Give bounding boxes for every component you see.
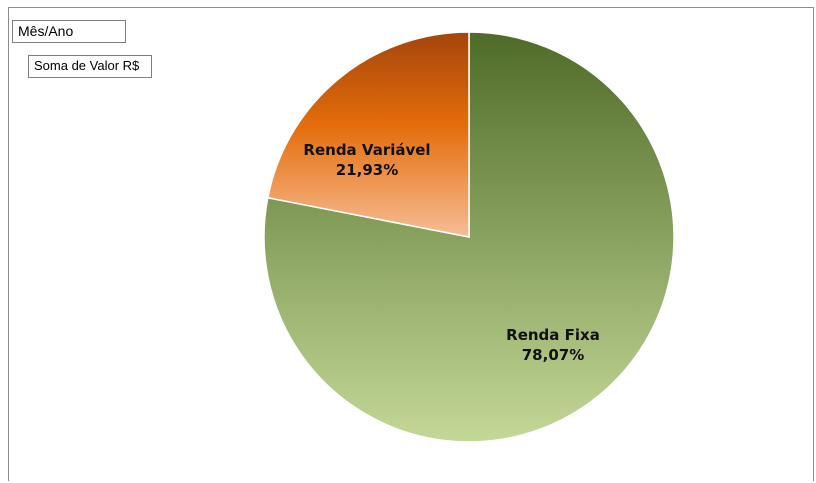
slice-percent-renda-fixa: 78,07% [522,346,584,364]
slice-label-renda-fixa: Renda Fixa [506,326,600,344]
data-field-soma-valor[interactable]: Soma de Valor R$ [28,55,152,78]
page-filter-mes-ano[interactable]: Mês/Ano [12,20,126,43]
pie-slice-renda-variavel[interactable] [266,31,470,238]
slice-label-renda-variavel: Renda Variável [303,141,430,159]
slice-percent-renda-variavel: 21,93% [336,161,398,179]
